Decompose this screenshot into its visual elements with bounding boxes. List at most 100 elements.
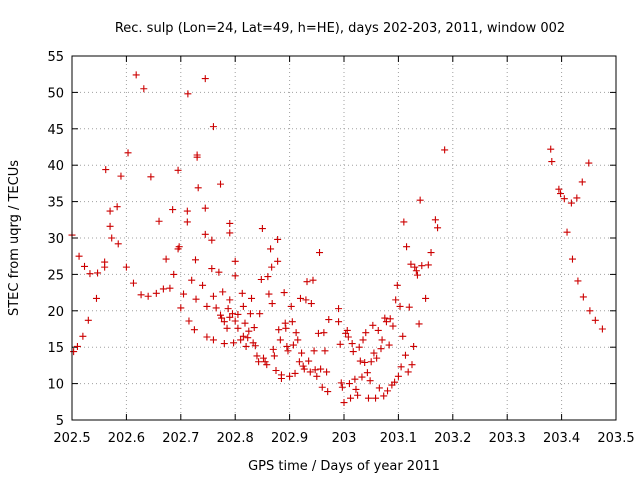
data-point <box>407 260 415 268</box>
data-point <box>335 318 343 326</box>
data-point <box>166 284 174 292</box>
data-point <box>294 336 302 344</box>
data-point <box>320 329 328 337</box>
data-point <box>404 368 412 376</box>
data-point <box>347 394 355 402</box>
data-point <box>208 265 216 273</box>
data-point <box>359 336 367 344</box>
data-point <box>302 296 310 304</box>
data-point <box>140 85 148 93</box>
data-point <box>356 357 364 365</box>
data-point <box>245 327 253 335</box>
data-point <box>343 326 351 334</box>
data-point <box>547 145 555 153</box>
data-point <box>382 318 390 326</box>
data-point <box>101 258 109 266</box>
data-point <box>377 345 385 353</box>
data-point <box>381 314 389 322</box>
x-tick-label: 203.4 <box>543 431 580 446</box>
data-point <box>318 383 326 391</box>
data-point <box>250 324 258 332</box>
data-point <box>374 326 382 334</box>
data-point <box>396 302 404 310</box>
data-point <box>238 289 246 297</box>
data-point <box>349 348 357 356</box>
data-point <box>372 394 380 402</box>
data-point <box>246 310 254 318</box>
y-tick-label: 15 <box>47 341 64 356</box>
data-point <box>169 206 177 214</box>
data-point <box>272 366 280 374</box>
data-point <box>191 256 199 264</box>
data-point <box>239 302 247 310</box>
data-point <box>283 342 291 350</box>
data-point <box>209 123 217 131</box>
data-point <box>256 310 264 318</box>
data-point <box>351 375 359 383</box>
data-point <box>586 307 594 315</box>
data-point <box>392 296 400 304</box>
data-point <box>220 318 228 326</box>
data-point <box>274 235 282 243</box>
data-point <box>183 218 191 226</box>
data-point <box>441 146 449 154</box>
data-point <box>228 310 236 318</box>
data-point <box>384 387 392 395</box>
data-point <box>306 368 314 376</box>
data-point <box>579 293 587 301</box>
x-tick-label: 203.3 <box>489 431 526 446</box>
data-point <box>183 207 191 215</box>
data-point <box>257 275 265 283</box>
data-point <box>573 194 581 202</box>
data-point <box>215 268 223 276</box>
data-point <box>94 269 102 277</box>
data-point <box>137 291 145 299</box>
y-tick-label: 5 <box>56 414 64 429</box>
grid-layer <box>72 56 616 420</box>
data-point <box>259 354 267 362</box>
data-point <box>223 324 231 332</box>
y-tick-label: 40 <box>47 159 64 174</box>
x-tick-label: 203 <box>332 431 357 446</box>
data-point <box>255 358 263 366</box>
data-point <box>408 361 416 369</box>
data-point <box>385 341 393 349</box>
data-point <box>288 318 296 326</box>
data-point <box>292 329 300 337</box>
y-tick-label: 25 <box>47 268 64 283</box>
data-point <box>591 316 599 324</box>
data-point <box>336 340 344 348</box>
data-point <box>270 352 278 360</box>
data-point <box>224 305 232 313</box>
data-point <box>316 249 324 257</box>
data-point <box>337 379 345 387</box>
data-point <box>399 332 407 340</box>
data-point <box>370 349 378 357</box>
data-point <box>298 349 306 357</box>
data-point <box>325 316 333 324</box>
data-point <box>218 314 226 322</box>
data-point <box>557 190 565 198</box>
data-point <box>289 341 297 349</box>
data-points <box>68 71 606 407</box>
data-point <box>296 294 304 302</box>
data-point <box>212 304 220 312</box>
data-point <box>416 196 424 204</box>
data-point <box>567 199 575 207</box>
data-point <box>253 352 261 360</box>
data-point <box>193 153 201 161</box>
data-point <box>323 368 331 376</box>
data-point <box>287 302 295 310</box>
data-point <box>217 311 225 319</box>
data-point <box>226 313 234 321</box>
data-point <box>363 369 371 377</box>
data-point <box>380 392 388 400</box>
data-point <box>338 383 346 391</box>
x-tick-label: 202.6 <box>108 431 145 446</box>
data-point <box>237 336 245 344</box>
data-point <box>226 296 234 304</box>
data-point <box>170 270 178 278</box>
data-point <box>282 324 290 332</box>
data-point <box>86 270 94 278</box>
data-point <box>321 347 329 355</box>
